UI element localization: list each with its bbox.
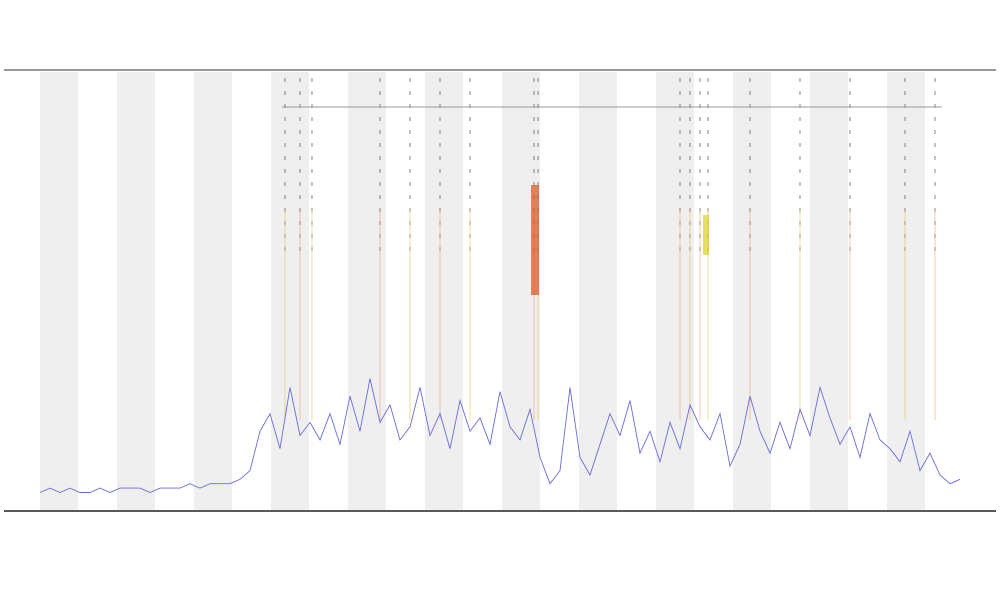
band [656,72,694,510]
band [425,72,463,510]
event-block [531,185,539,295]
band [810,72,848,510]
band [271,72,309,510]
band [887,72,925,510]
band [733,72,771,510]
band [194,72,232,510]
band [40,72,78,510]
band [117,72,155,510]
series-line [39,378,961,493]
event-lines [284,78,936,420]
event-block [703,215,709,255]
background-bands [40,72,925,510]
band [579,72,617,510]
